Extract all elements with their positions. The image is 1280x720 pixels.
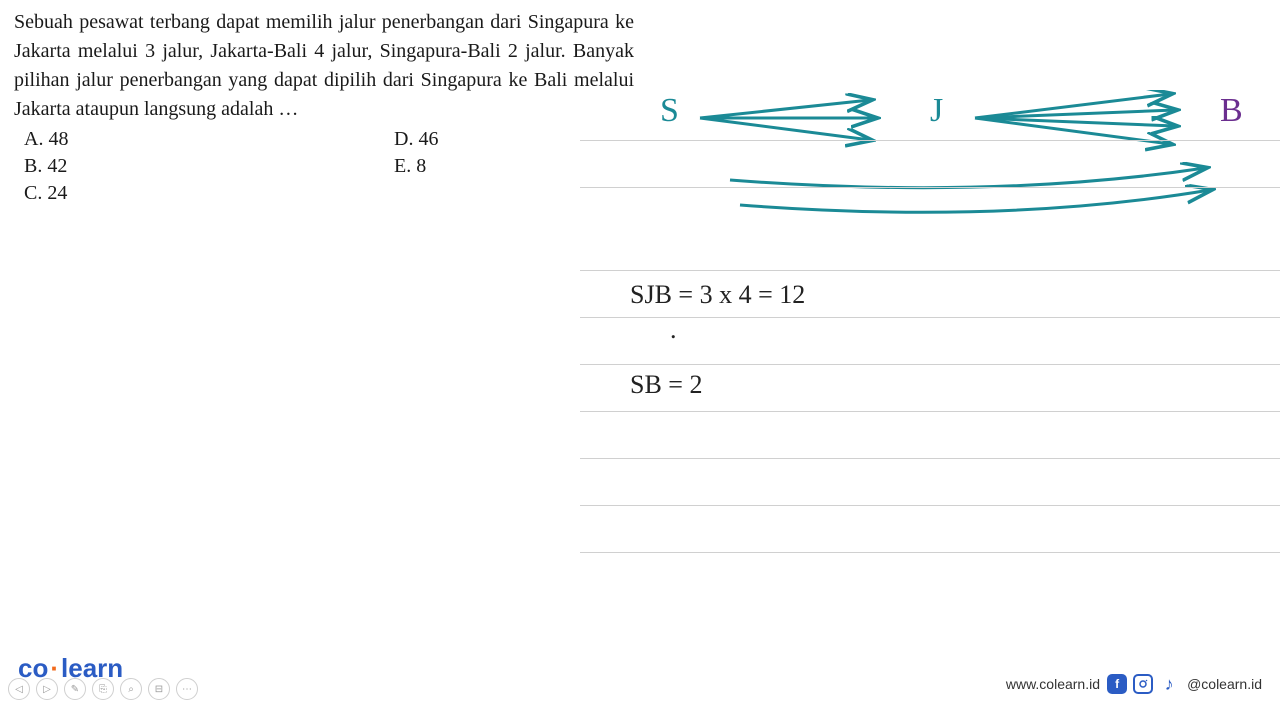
option-c: C. 24 (24, 182, 394, 205)
tiktok-icon[interactable]: ♪ (1159, 674, 1179, 694)
toolbar: ◁ ▷ ✎ ⎘ ⌕ ⊟ ⋯ (8, 678, 198, 700)
tool-prev[interactable]: ◁ (8, 678, 30, 700)
facebook-icon[interactable]: f (1107, 674, 1127, 694)
work-line-2: SB = 2 (630, 370, 702, 400)
node-s: S (660, 92, 679, 130)
social-links: f ♪ @colearn.id (1107, 674, 1262, 694)
work-dot: . (670, 315, 677, 345)
tool-copy[interactable]: ⎘ (92, 678, 114, 700)
option-b: B. 42 (24, 155, 394, 178)
tool-pen[interactable]: ✎ (64, 678, 86, 700)
instagram-icon[interactable] (1133, 674, 1153, 694)
tool-more[interactable]: ⋯ (176, 678, 198, 700)
social-handle: @colearn.id (1187, 676, 1262, 692)
website-url: www.colearn.id (1006, 676, 1100, 692)
option-d: D. 46 (394, 128, 438, 151)
tool-next[interactable]: ▷ (36, 678, 58, 700)
node-j: J (930, 92, 943, 130)
options-block: A. 48 D. 46 B. 42 E. 8 C. 24 (24, 128, 584, 205)
node-b: B (1220, 92, 1243, 130)
question-text: Sebuah pesawat terbang dapat memilih jal… (14, 8, 634, 124)
option-a: A. 48 (24, 128, 394, 151)
tool-board[interactable]: ⊟ (148, 678, 170, 700)
option-e: E. 8 (394, 155, 426, 178)
tool-zoom[interactable]: ⌕ (120, 678, 142, 700)
footer: co·learn ◁ ▷ ✎ ⎘ ⌕ ⊟ ⋯ www.colearn.id f … (0, 662, 1280, 702)
work-line-1: SJB = 3 x 4 = 12 (630, 280, 805, 310)
work-area: SJB = 3 x 4 = 12 . SB = 2 (580, 140, 1280, 620)
